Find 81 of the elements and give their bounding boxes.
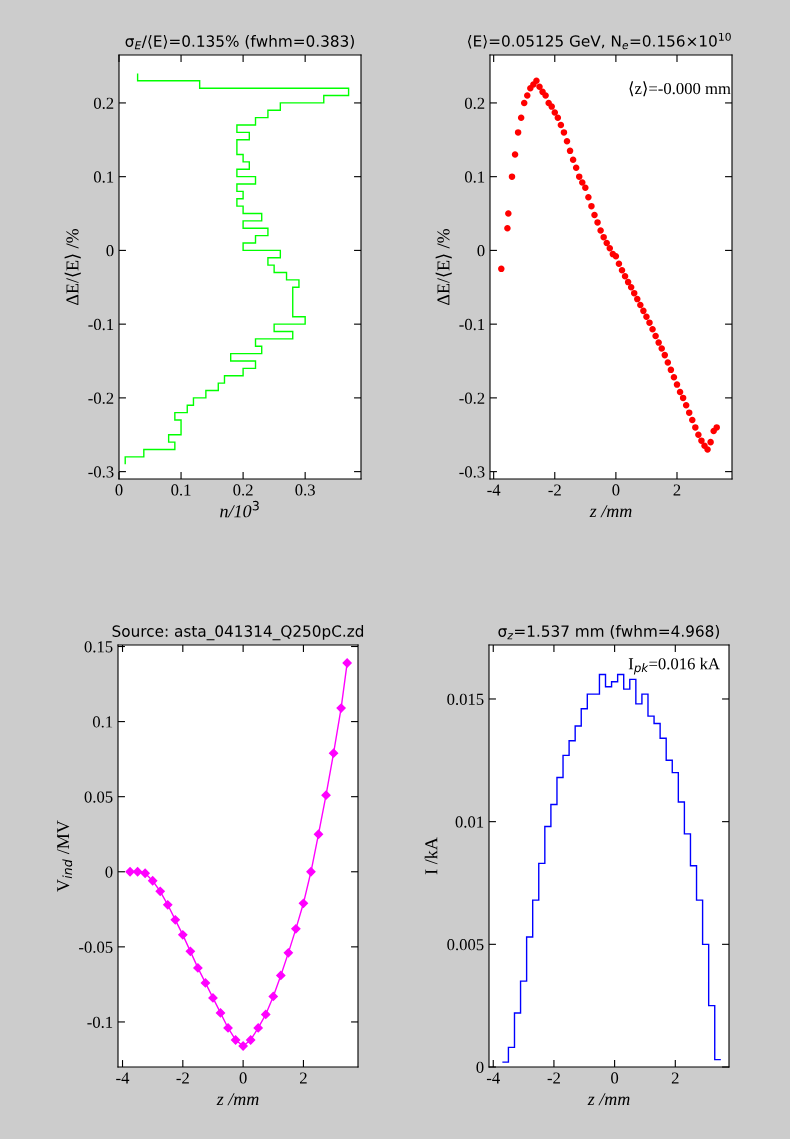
x-axis-title: z /mm xyxy=(216,1093,259,1106)
y-tick-label: 0.1 xyxy=(93,171,114,183)
point xyxy=(170,915,180,925)
x-tick-label: 0 xyxy=(611,1072,619,1084)
x-tick-label: -2 xyxy=(548,484,561,496)
point xyxy=(200,978,211,988)
y-tick-label: 0 xyxy=(106,245,114,257)
point xyxy=(253,1023,263,1033)
x-tick-label: 0.1 xyxy=(171,484,191,496)
x-tick-label: 0 xyxy=(612,484,620,496)
point xyxy=(230,1035,241,1045)
y-tick-label: 0.2 xyxy=(464,97,485,109)
chart-title: Source: asta_041314_Q250pC.zd xyxy=(112,625,364,641)
point xyxy=(238,1041,248,1051)
point xyxy=(148,876,158,886)
y-axis-title: ΔE/⟨E⟩ /% xyxy=(435,228,452,305)
x-tick-label: 2 xyxy=(671,1072,679,1084)
point xyxy=(298,898,309,908)
y-tick-label: 0.05 xyxy=(84,791,113,803)
y-tick-label: 0 xyxy=(476,1061,484,1073)
point xyxy=(342,658,352,668)
x-tick-label: 2 xyxy=(673,484,681,496)
x-tick-label: 0 xyxy=(239,1072,247,1084)
y-tick-label: -0.3 xyxy=(88,466,114,478)
point xyxy=(125,867,135,877)
annotation: ⟨z⟩=-0.000 mm xyxy=(629,81,731,97)
point xyxy=(246,1035,256,1045)
annotation: I$_{pk}$=0.016 kA xyxy=(628,657,720,675)
y-tick-label: -0.1 xyxy=(87,1016,113,1028)
y-tick-label: 0 xyxy=(105,866,113,878)
x-tick-label: -2 xyxy=(547,1072,560,1084)
x-tick-label: -2 xyxy=(176,1072,189,1084)
point xyxy=(193,963,203,973)
point xyxy=(276,970,286,981)
y-tick-label: 0.015 xyxy=(447,693,484,705)
x-tick-label: 0 xyxy=(115,484,123,496)
y-axis-title: I /kA xyxy=(424,837,438,875)
point xyxy=(313,829,324,839)
y-axis-title: ΔE/⟨E⟩ /% xyxy=(64,228,81,305)
point xyxy=(261,1009,271,1020)
point xyxy=(132,867,143,877)
point xyxy=(283,948,293,958)
x-tick-label: -4 xyxy=(486,1072,500,1084)
y-tick-label: 0.1 xyxy=(92,716,113,728)
point xyxy=(306,867,316,877)
x-axis-title: n/10$^{3}$ xyxy=(220,500,259,518)
y-tick-label: -0.1 xyxy=(459,318,485,331)
y-tick-label: -0.1 xyxy=(88,318,114,331)
x-tick-label: -4 xyxy=(116,1072,130,1084)
point xyxy=(328,748,339,758)
point xyxy=(185,946,195,956)
chart-title: σ$_{z}$=1.537 mm (fwhm=4.968) xyxy=(498,625,720,640)
point xyxy=(215,1008,226,1018)
y-tick-label: 0.15 xyxy=(84,641,113,653)
point xyxy=(321,790,331,800)
y-tick-label: -0.2 xyxy=(459,392,485,404)
y-tick-label: 0.005 xyxy=(447,939,484,951)
y-tick-label: -0.2 xyxy=(88,392,114,404)
chart-title: σ$_{E}$/⟨E⟩=0.135% (fwhm=0.383) xyxy=(125,35,354,50)
point xyxy=(336,703,346,713)
point xyxy=(140,868,150,878)
x-tick-label: 0.2 xyxy=(233,484,253,496)
x-tick-label: 2 xyxy=(299,1072,307,1084)
y-tick-label: -0.3 xyxy=(459,466,485,478)
y-tick-label: 0.01 xyxy=(455,816,484,828)
point xyxy=(268,991,278,1002)
y-axis-title: V$_{ind}$ /MV xyxy=(57,820,73,892)
x-axis-title: z /mm xyxy=(589,505,632,518)
y-tick-label: 0.1 xyxy=(464,171,485,183)
y-tick-label: 0 xyxy=(477,245,485,257)
y-tick-label: 0.2 xyxy=(93,97,114,109)
point xyxy=(155,886,165,896)
x-axis-title: z /mm xyxy=(587,1093,630,1106)
point xyxy=(208,993,218,1003)
x-tick-label: -4 xyxy=(487,484,501,496)
y-tick-label: -0.05 xyxy=(79,941,113,953)
point xyxy=(163,900,173,910)
x-tick-label: 0.3 xyxy=(295,484,315,496)
point xyxy=(178,930,188,940)
point xyxy=(291,924,301,934)
chart-title: ⟨E⟩=0.05125 GeV, N$_{e}$=0.156×10$^{10}$ xyxy=(467,32,731,50)
